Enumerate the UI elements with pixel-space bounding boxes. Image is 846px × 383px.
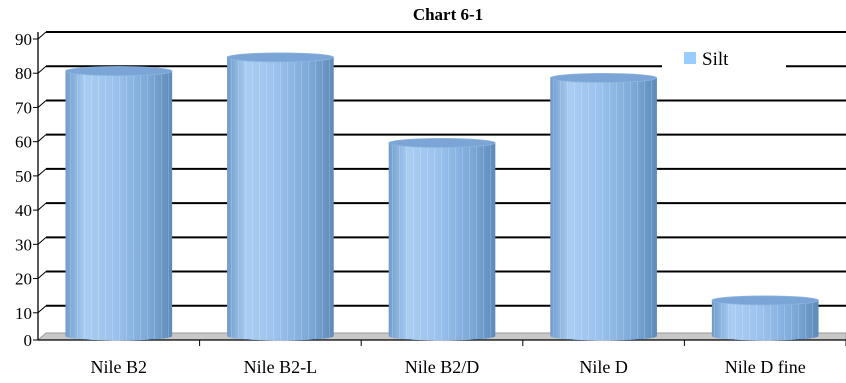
y-tick-label: 90 xyxy=(15,30,32,49)
bar-nile-d xyxy=(549,73,658,341)
legend-background xyxy=(662,46,786,74)
gridline-depth xyxy=(37,271,47,279)
bars xyxy=(65,52,819,341)
x-category-label: Nile B2-L xyxy=(244,357,318,377)
legend-label-silt: Silt xyxy=(702,49,729,70)
bar-nile-b2-l xyxy=(226,52,335,341)
gridline-depth xyxy=(37,65,47,74)
bar-nile-b2 xyxy=(65,66,173,341)
gridline-depth xyxy=(37,202,47,211)
x-category-label: Nile D xyxy=(579,357,628,377)
gridline-depth xyxy=(37,168,47,177)
x-category-label: Nile B2/D xyxy=(405,357,480,377)
gridline-depth xyxy=(37,236,47,245)
y-tick-label: 50 xyxy=(15,167,32,186)
x-axis-labels: Nile B2 Nile B2-L Nile B2/D Nile D Nile D fi… xyxy=(91,340,846,377)
x-category-label: Nile D fine xyxy=(725,357,806,377)
legend-swatch xyxy=(684,52,696,64)
bar-nile-b2-d xyxy=(388,138,496,341)
y-tick-label: 70 xyxy=(15,98,32,117)
y-axis-ticks: 0 10 20 30 40 50 60 70 80 90 xyxy=(15,30,38,350)
y-tick-label: 60 xyxy=(15,133,32,152)
y-tick-label: 30 xyxy=(15,235,32,254)
y-tick-label: 10 xyxy=(15,304,32,323)
gridline-depth xyxy=(37,100,47,108)
legend: Silt xyxy=(662,46,786,74)
bar-nile-d-fine xyxy=(711,295,819,341)
chart-title: Chart 6-1 xyxy=(413,5,483,24)
y-tick-label: 40 xyxy=(15,201,32,220)
gridline-depth xyxy=(37,31,47,40)
x-category-label: Nile B2 xyxy=(91,357,148,377)
y-tick-label: 20 xyxy=(15,270,32,289)
gridline-depth xyxy=(37,305,47,314)
y-tick-label: 80 xyxy=(15,64,32,83)
gridline-depth xyxy=(37,134,47,143)
y-tick-label: 0 xyxy=(24,331,33,350)
